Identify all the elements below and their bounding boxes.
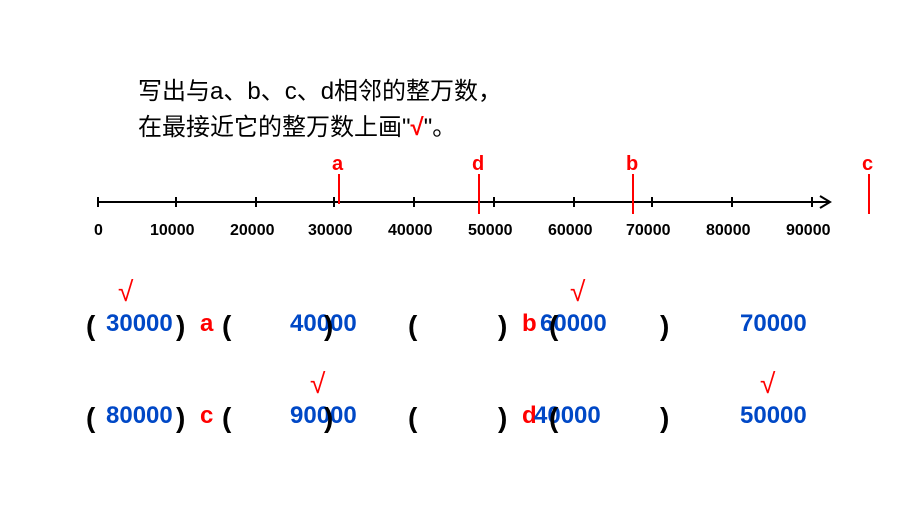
parenthesis: ( xyxy=(222,402,231,434)
answer-number: 70000 xyxy=(740,310,807,338)
parenthesis: ) xyxy=(660,402,669,434)
answer-letter-b: b xyxy=(522,310,537,338)
parenthesis: ) xyxy=(498,402,507,434)
parenthesis: ) xyxy=(660,310,669,342)
marker-tick-b xyxy=(632,174,634,214)
answer-number: 80000 xyxy=(106,402,173,430)
marker-tick-c xyxy=(868,174,870,214)
answer-letter-c: c xyxy=(200,402,213,430)
check-mark-icon: √ xyxy=(310,368,325,400)
parenthesis: ( xyxy=(86,310,95,342)
axis-label: 30000 xyxy=(308,222,353,240)
parenthesis: ( xyxy=(86,402,95,434)
axis-label: 10000 xyxy=(150,222,195,240)
marker-letter-a: a xyxy=(332,153,343,176)
parenthesis: ) xyxy=(176,402,185,434)
axis-label: 80000 xyxy=(706,222,751,240)
number-line-axis xyxy=(0,0,920,260)
answer-number: 40000 xyxy=(534,402,601,430)
axis-label: 90000 xyxy=(786,222,831,240)
marker-letter-b: b xyxy=(626,153,638,176)
parenthesis: ( xyxy=(408,310,417,342)
parenthesis: ) xyxy=(324,310,333,342)
check-mark-icon: √ xyxy=(570,276,585,308)
parenthesis: ) xyxy=(498,310,507,342)
marker-tick-d xyxy=(478,174,480,214)
axis-label: 50000 xyxy=(468,222,513,240)
parenthesis: ( xyxy=(408,402,417,434)
axis-label: 40000 xyxy=(388,222,433,240)
marker-letter-c: c xyxy=(862,153,873,176)
check-mark-icon: √ xyxy=(760,368,775,400)
check-mark-icon: √ xyxy=(118,276,133,308)
axis-label: 20000 xyxy=(230,222,275,240)
marker-letter-d: d xyxy=(472,153,484,176)
parenthesis: ) xyxy=(324,402,333,434)
marker-tick-a xyxy=(338,174,340,204)
parenthesis: ) xyxy=(176,310,185,342)
answer-number: 50000 xyxy=(740,402,807,430)
parenthesis: ( xyxy=(549,310,558,342)
axis-label: 70000 xyxy=(626,222,671,240)
axis-label: 0 xyxy=(94,222,103,240)
parenthesis: ( xyxy=(222,310,231,342)
answer-letter-a: a xyxy=(200,310,213,338)
parenthesis: ( xyxy=(549,402,558,434)
axis-label: 60000 xyxy=(548,222,593,240)
answer-number: 30000 xyxy=(106,310,173,338)
